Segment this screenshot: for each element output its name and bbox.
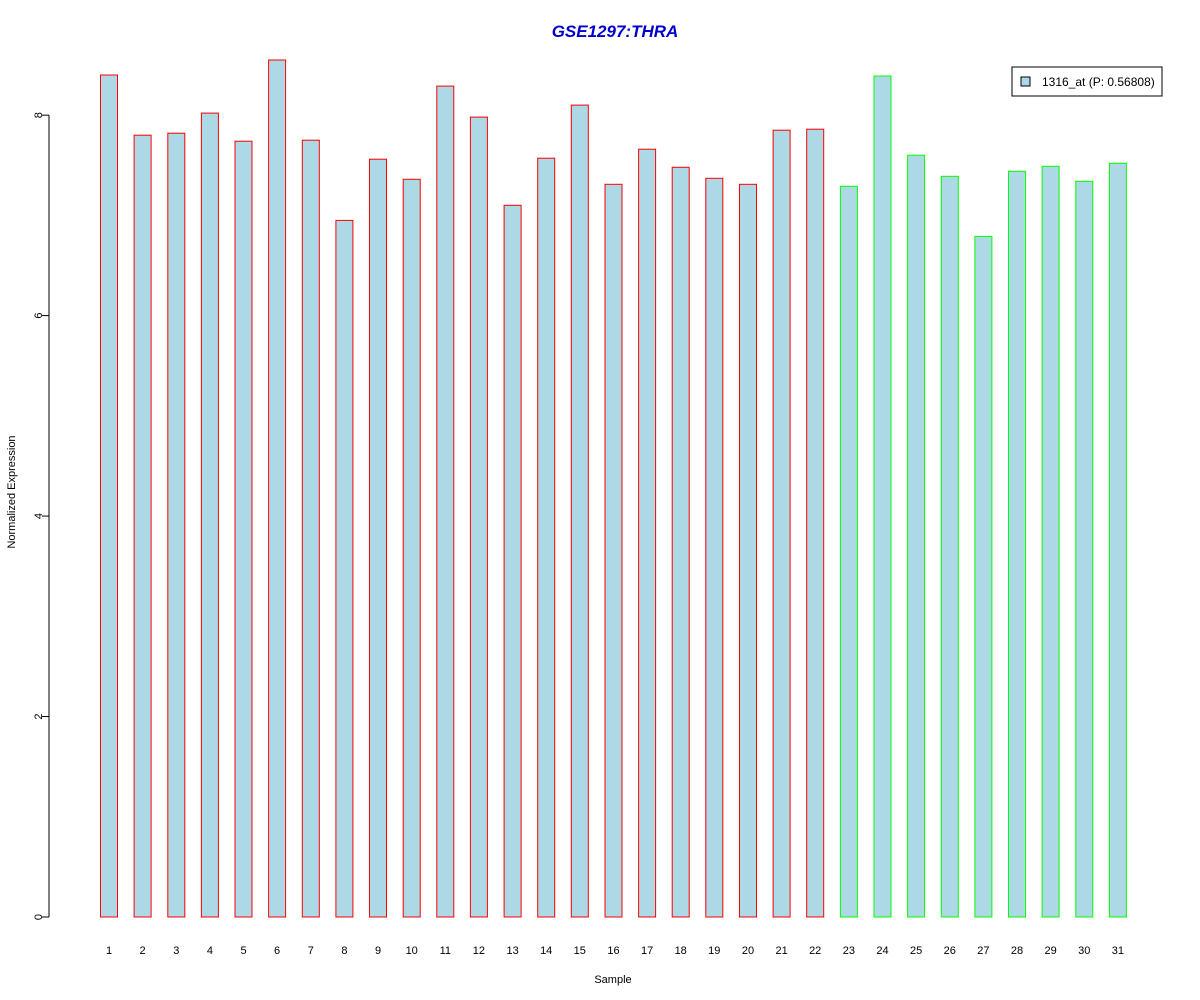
x-tick-label: 17	[641, 945, 653, 957]
x-tick-label: 3	[173, 945, 179, 957]
legend: 1316_at (P: 0.56808)	[1011, 66, 1163, 97]
y-axis-label: Normalized Expression	[6, 435, 18, 548]
x-tick-label: 18	[675, 945, 687, 957]
x-tick-labels: 1 2 3 4 5 6 7 8 9 10 11 12 13 14 15 16 17 18 19 20 21 22 23 24 2…	[106, 945, 1124, 957]
bar-sample-19	[705, 177, 724, 918]
x-tick-label: 13	[506, 945, 518, 957]
bar-sample-10	[402, 178, 421, 918]
x-tick-label: 21	[775, 945, 787, 957]
y-axis: 0 2 4 6 8	[33, 112, 50, 920]
bar-sample-23	[839, 185, 858, 918]
x-tick-label: 24	[876, 945, 888, 957]
x-tick-label: 23	[843, 945, 855, 957]
bar-sample-7	[301, 139, 320, 918]
bar-sample-29	[1041, 165, 1060, 918]
x-tick-label: 16	[607, 945, 619, 957]
bar-sample-18	[671, 166, 690, 918]
x-tick-label: 2	[140, 945, 146, 957]
bars-group	[100, 59, 1127, 918]
bar-sample-15	[570, 104, 589, 918]
bar-sample-21	[772, 129, 791, 918]
x-tick-label: 29	[1044, 945, 1056, 957]
bar-sample-30	[1075, 180, 1094, 918]
x-tick-label: 12	[473, 945, 485, 957]
x-axis-label: Sample	[594, 974, 631, 986]
bar-sample-16	[604, 183, 623, 918]
y-tick-label: 4	[33, 513, 45, 519]
x-tick-label: 19	[708, 945, 720, 957]
x-tick-label: 15	[574, 945, 586, 957]
x-tick-label: 6	[274, 945, 280, 957]
bar-sample-4	[200, 112, 219, 918]
x-tick-label: 30	[1078, 945, 1090, 957]
x-tick-label: 31	[1112, 945, 1124, 957]
bar-sample-28	[1008, 170, 1026, 918]
bar-sample-2	[133, 134, 152, 918]
bar-sample-26	[940, 175, 959, 918]
bar-sample-24	[873, 75, 892, 918]
x-tick-label: 25	[910, 945, 922, 957]
bar-sample-3	[167, 132, 186, 918]
bar-sample-11	[436, 85, 455, 918]
x-tick-label: 5	[240, 945, 246, 957]
bar-sample-27	[974, 235, 993, 918]
x-tick-label: 8	[341, 945, 347, 957]
legend-box	[1011, 66, 1163, 97]
y-tick-label: 6	[33, 313, 45, 319]
x-tick-label: 7	[308, 945, 314, 957]
bar-sample-22	[806, 128, 825, 918]
x-tick-label: 20	[742, 945, 754, 957]
y-tick-label: 2	[33, 713, 45, 719]
chart-title: GSE1297:THRA	[552, 22, 679, 41]
bar-sample-17	[638, 148, 657, 918]
x-tick-label: 14	[540, 945, 552, 957]
x-tick-label: 1	[106, 945, 112, 957]
bar-sample-1	[100, 74, 118, 918]
x-tick-label: 10	[406, 945, 418, 957]
legend-swatch	[1020, 76, 1031, 87]
x-tick-label: 28	[1011, 945, 1023, 957]
x-tick-label: 4	[207, 945, 213, 957]
y-tick-label: 8	[33, 112, 45, 118]
bar-sample-31	[1108, 162, 1127, 918]
bar-sample-9	[369, 158, 387, 918]
legend-label: 1316_at (P: 0.56808)	[1042, 75, 1155, 89]
x-tick-label: 27	[977, 945, 989, 957]
x-tick-label: 9	[375, 945, 381, 957]
y-tick-label: 0	[33, 914, 45, 920]
bar-sample-14	[537, 157, 556, 918]
bar-sample-25	[907, 154, 926, 918]
bar-sample-12	[469, 116, 488, 918]
bar-sample-5	[234, 140, 253, 918]
x-tick-label: 22	[809, 945, 821, 957]
x-tick-label: 11	[440, 945, 451, 957]
bar-sample-13	[503, 204, 522, 918]
x-tick-label: 26	[944, 945, 956, 957]
bar-sample-20	[739, 183, 757, 918]
bar-sample-6	[268, 59, 287, 918]
bar-sample-8	[335, 219, 354, 918]
